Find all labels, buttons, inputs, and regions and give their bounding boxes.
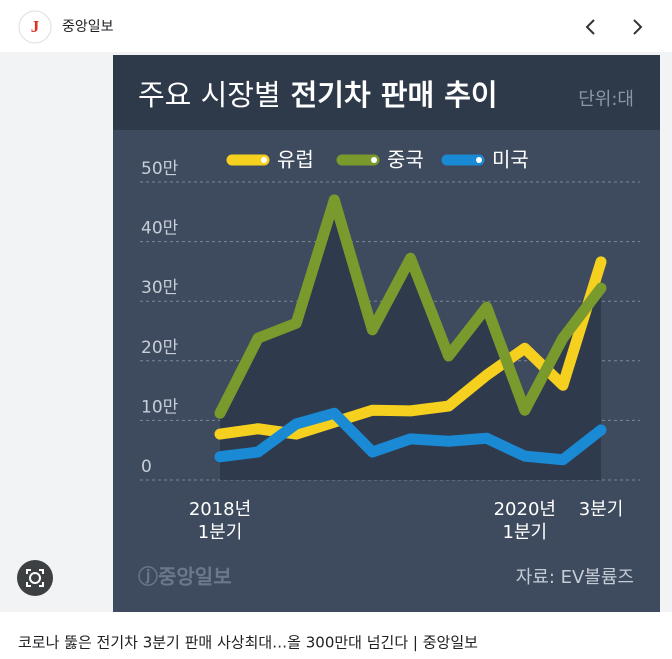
y-tick-label: 0: [141, 457, 152, 477]
y-tick-label: 50만: [141, 159, 179, 179]
lens-icon: [29, 572, 41, 584]
y-tick-label: 40만: [141, 219, 179, 239]
legend-dot: [371, 157, 377, 163]
x-tick-group: 2018년 1분기: [188, 499, 252, 543]
chart-title: 주요 시장별 전기차 판매 추이: [138, 78, 498, 112]
source-name: 중앙일보: [62, 19, 114, 35]
next-button[interactable]: [633, 19, 643, 35]
logo-letter: J: [31, 17, 40, 36]
x-tick-label: 2018년 1분기: [188, 499, 252, 543]
y-tick-label: 10만: [141, 397, 179, 417]
caption: 코로나 뚫은 전기차 3분기 판매 사상최대…올 300만대 넘긴다 | 중앙일…: [18, 634, 478, 652]
chart-source: 자료: EV볼륨즈: [516, 567, 634, 588]
x-tick-group: 2020년 1분기: [493, 499, 556, 543]
prev-button[interactable]: [585, 19, 595, 35]
caption-bar: [0, 612, 672, 659]
lens-button[interactable]: [17, 560, 53, 596]
title-normal: 주요 시장별: [138, 78, 281, 112]
unit: 단위:대: [578, 89, 634, 110]
legend-label: 미국: [492, 148, 529, 172]
x-tick-label: 3분기: [578, 499, 624, 520]
legend-label: 중국: [387, 148, 424, 172]
title-band: [113, 55, 660, 130]
logo: [18, 10, 52, 44]
y-tick-label: 30만: [141, 278, 179, 298]
series-line: [214, 194, 607, 419]
title-bold: 전기차 판매 추이: [291, 78, 498, 112]
x-tick-group: 3분기: [578, 499, 624, 520]
watermark: ⓙ중앙일보: [138, 565, 232, 589]
y-tick-label: 20만: [141, 338, 179, 358]
x-tick-label: 2020년 1분기: [493, 499, 556, 543]
legend-label: 유럽: [277, 148, 314, 172]
legend-dot: [476, 157, 482, 163]
legend-dot: [261, 157, 267, 163]
lens-frame: [26, 569, 44, 587]
top-bar: [0, 0, 672, 52]
series-line: [214, 407, 607, 466]
